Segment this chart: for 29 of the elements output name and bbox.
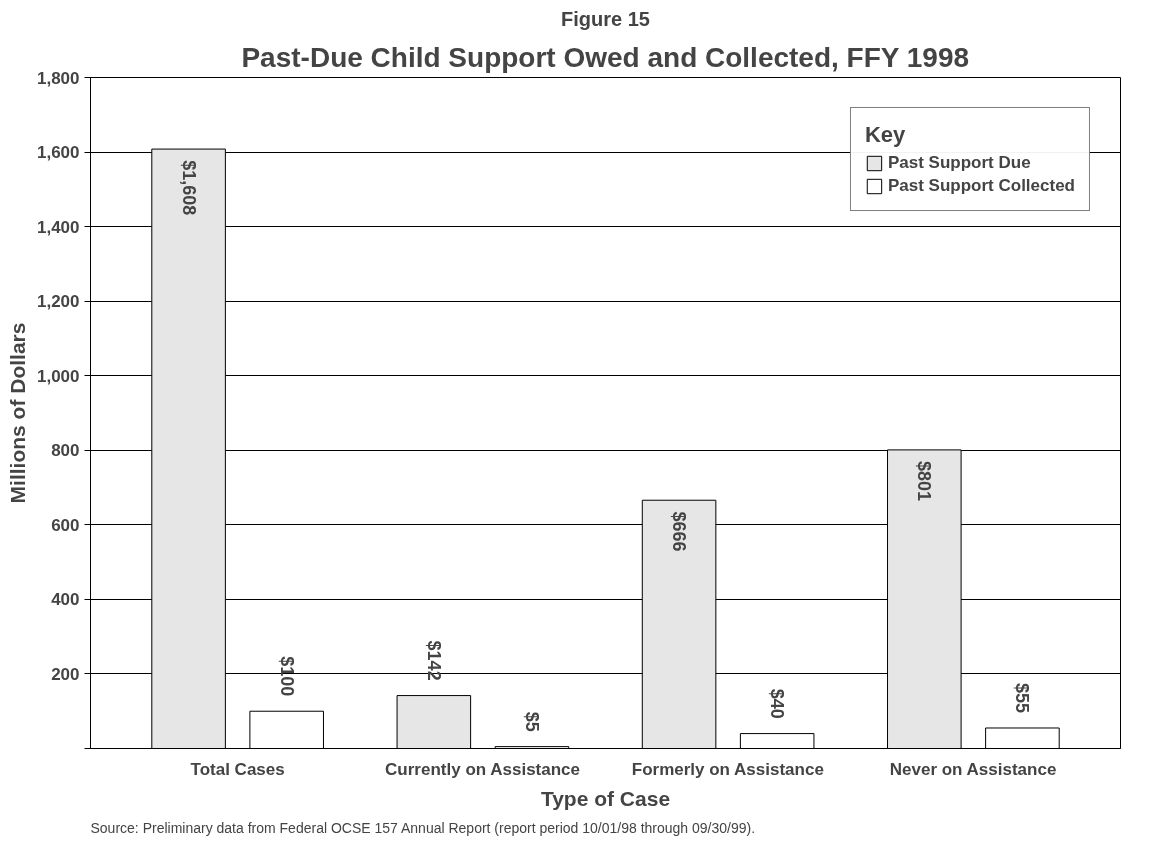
legend-label: Past Support Due [887, 153, 1031, 173]
source-note: Source: Preliminary data from Federal OCSE 157 Annual Report (report period 10/01/98 through 09/30/99). [90, 819, 756, 836]
x-tick-label: Total Cases [190, 759, 285, 779]
x-axis-title: Type of Case [540, 786, 671, 810]
y-tick-label: 800 [51, 441, 80, 461]
chart-title: Past-Due Child Support Owed and Collected, FFY 1998 [241, 41, 970, 73]
y-tick-label: 1,400 [36, 217, 80, 237]
legend-label: Past Support Collected [887, 176, 1075, 196]
x-tick-label: Currently on Assistance [385, 759, 581, 779]
y-tick-label: 200 [51, 664, 80, 684]
data-label: $5 [521, 711, 542, 732]
y-tick-label: 1,600 [36, 143, 80, 163]
data-label: $55 [1012, 683, 1033, 714]
data-label: $801 [914, 461, 935, 502]
y-tick-label: 400 [51, 590, 80, 610]
data-label: $666 [669, 511, 690, 552]
x-tick-label: Never on Assistance [889, 759, 1057, 779]
data-label: $1,608 [178, 160, 199, 216]
data-label: $40 [767, 688, 788, 719]
y-axis-title: Millions of Dollars [5, 322, 29, 504]
data-label: $142 [423, 640, 444, 681]
y-tick-label: 1,200 [36, 292, 80, 312]
legend-title: Key [864, 122, 907, 148]
data-label: $100 [276, 656, 297, 697]
caption: Figure 15 [561, 7, 650, 30]
y-tick-label: 1,800 [36, 68, 80, 88]
y-tick-label: 1,000 [36, 366, 80, 386]
y-tick-label: 600 [51, 515, 80, 535]
x-tick-label: Formerly on Assistance [631, 759, 824, 779]
